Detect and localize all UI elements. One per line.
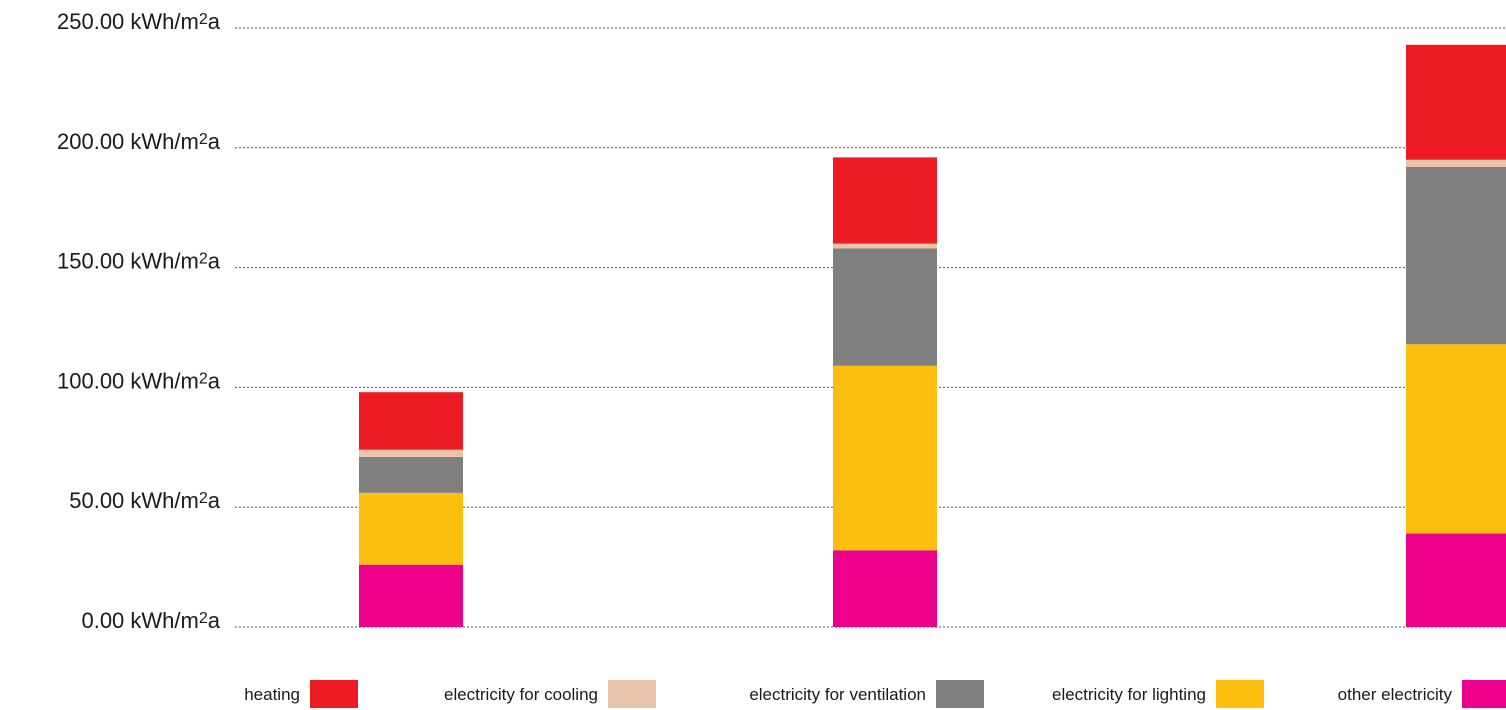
bar-segment-electricity-for-ventilation bbox=[1406, 166, 1506, 345]
bar-segment-heating bbox=[833, 157, 937, 244]
y-tick-label: 150.00 kWh/m2a bbox=[57, 249, 221, 274]
bar-segment-heating bbox=[359, 392, 463, 450]
legend-swatch-electricity-for-cooling bbox=[608, 680, 656, 708]
bar-segment-electricity-for-ventilation bbox=[359, 456, 463, 493]
y-tick-label: 100.00 kWh/m2a bbox=[57, 368, 221, 393]
bar-stack bbox=[1406, 44, 1506, 627]
legend-swatch-electricity-for-lighting bbox=[1216, 680, 1264, 708]
bar-segment-other-electricity bbox=[359, 564, 463, 627]
bars bbox=[359, 44, 1506, 627]
y-tick-label: 0.00 kWh/m2a bbox=[81, 608, 220, 633]
bar-segment-electricity-for-cooling bbox=[359, 449, 463, 457]
bar-segment-electricity-for-ventilation bbox=[833, 248, 937, 366]
legend-label-heating: heating bbox=[244, 685, 300, 704]
y-tick-label: 200.00 kWh/m2a bbox=[57, 129, 221, 154]
bar-segment-heating bbox=[1406, 44, 1506, 160]
bar-segment-electricity-for-cooling bbox=[1406, 159, 1506, 167]
legend-label-electricity-for-ventilation: electricity for ventilation bbox=[749, 685, 926, 704]
legend-label-electricity-for-lighting: electricity for lighting bbox=[1052, 685, 1206, 704]
bar-stack bbox=[833, 157, 937, 627]
legend-label-other-electricity: other electricity bbox=[1338, 685, 1453, 704]
legend-label-electricity-for-cooling: electricity for cooling bbox=[444, 685, 598, 704]
bar-segment-electricity-for-lighting bbox=[359, 492, 463, 565]
legend-swatch-heating bbox=[310, 680, 358, 708]
bar-segment-electricity-for-cooling bbox=[833, 243, 937, 249]
bar-segment-electricity-for-lighting bbox=[833, 365, 937, 551]
bar-segment-electricity-for-lighting bbox=[1406, 344, 1506, 534]
legend: heating electricity for cooling electricit… bbox=[244, 680, 1506, 708]
bar-segment-other-electricity bbox=[833, 550, 937, 627]
bar-segment-other-electricity bbox=[1406, 533, 1506, 627]
y-axis-tick-labels: 0.00 kWh/m2a 50.00 kWh/m2a 100.00 kWh/m2a 1… bbox=[57, 9, 221, 633]
legend-swatch-other-electricity bbox=[1462, 680, 1506, 708]
legend-swatch-electricity-for-ventilation bbox=[936, 680, 984, 708]
bar-stack bbox=[359, 392, 463, 627]
y-tick-label: 50.00 kWh/m2a bbox=[69, 488, 221, 513]
y-tick-label: 250.00 kWh/m2a bbox=[57, 9, 221, 34]
